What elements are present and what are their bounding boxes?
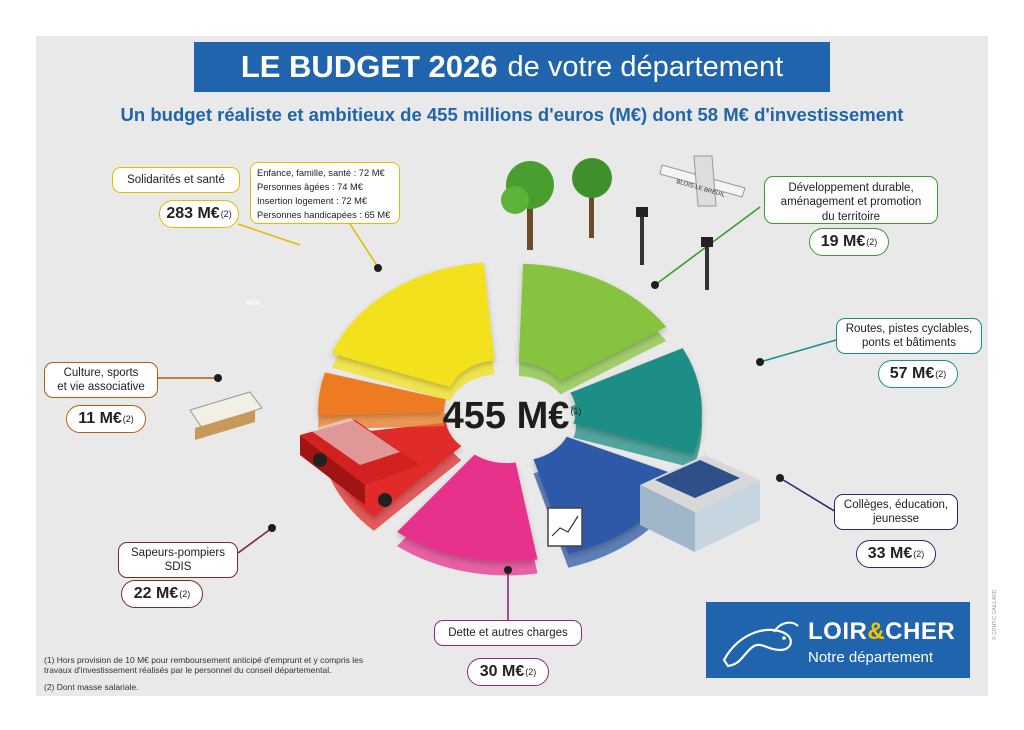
image-credit: © CONTIC GAILLARD bbox=[992, 589, 998, 640]
logo-name-part: CHER bbox=[885, 618, 956, 645]
logo-name: LOIR&CHER bbox=[808, 618, 955, 646]
dot-dette bbox=[504, 566, 512, 574]
value-pompiers-text: 22 M€ bbox=[133, 585, 179, 602]
note-ref: (2) bbox=[866, 237, 878, 247]
dot-culture bbox=[214, 374, 222, 382]
label-line: SDIS bbox=[164, 561, 192, 574]
label-line: Collèges, éducation, bbox=[843, 499, 949, 511]
label-line: du territoire bbox=[821, 210, 881, 223]
footnote-1: (1) Hors provision de 10 M€ pour rembour… bbox=[44, 655, 363, 675]
lamp-post-illustration bbox=[636, 207, 713, 290]
value-routes-text: 57 M€ bbox=[889, 365, 935, 382]
logo-name-part: LOIR bbox=[808, 618, 868, 645]
dot-colleges bbox=[776, 474, 784, 482]
pie-slice bbox=[518, 263, 667, 381]
note-ref: (2) bbox=[179, 589, 191, 599]
label-routes: Routes, pistes cyclables, ponts et bâtim… bbox=[836, 318, 982, 354]
dot-pompiers bbox=[268, 524, 276, 532]
protest-sign-text: PAIX bbox=[246, 301, 260, 307]
pie-slice bbox=[318, 372, 447, 416]
total-value: 455 M€ bbox=[442, 395, 570, 437]
value-culture-text: 11 M€ bbox=[78, 410, 122, 427]
detail-line: Enfance, famille, santé : 72 M€ bbox=[257, 168, 385, 178]
title-bold: LE BUDGET 2026 bbox=[240, 49, 498, 84]
label-solidarites-text: Solidarités et santé bbox=[127, 174, 225, 186]
label-line: Routes, pistes cyclables, bbox=[845, 323, 973, 335]
value-colleges: 33 M€ (2) bbox=[856, 540, 936, 568]
whiteboard-illustration: PAIX bbox=[246, 301, 583, 547]
connector-pompiers bbox=[237, 527, 273, 554]
footnote-1-line: (1) Hors provision de 10 M€ pour rembour… bbox=[44, 655, 364, 665]
label-pompiers: Sapeurs-pompiers SDIS bbox=[118, 542, 238, 578]
salamander-icon bbox=[722, 621, 799, 668]
fire-truck-illustration bbox=[300, 418, 420, 507]
note-ref: (2) bbox=[122, 414, 134, 424]
value-solidarites-text: 283 M€ bbox=[166, 205, 220, 222]
value-dette: 30 M€ (2) bbox=[467, 658, 549, 686]
footnote-1-line: travaux d'investissement réalisés par le… bbox=[44, 665, 332, 676]
loir-et-cher-logo: LOIR&CHER Notre département bbox=[706, 602, 970, 678]
label-line: ponts et bâtiments bbox=[862, 337, 956, 350]
label-line: jeunesse bbox=[872, 513, 920, 526]
label-line: Culture, sports bbox=[63, 367, 139, 379]
pie-slice bbox=[570, 348, 702, 455]
connector-detail bbox=[349, 223, 381, 271]
title-rest: de votre département bbox=[507, 50, 784, 83]
value-dette-text: 30 M€ bbox=[479, 663, 525, 680]
value-colleges-text: 33 M€ bbox=[867, 545, 913, 562]
dot-solidarites bbox=[374, 264, 382, 272]
note-ref: (2) bbox=[913, 549, 925, 559]
label-culture: Culture, sports et vie associative bbox=[44, 362, 158, 398]
value-culture: 11 M€ (2) bbox=[66, 405, 146, 433]
building-illustration bbox=[640, 455, 760, 552]
tree-illustration bbox=[501, 158, 612, 250]
note-ref: (2) bbox=[935, 369, 947, 379]
value-solidarites: 283 M€ (2) bbox=[159, 200, 239, 228]
solidarites-detail-box: Enfance, famille, santé : 72 M€ Personne… bbox=[250, 162, 400, 224]
connector-routes bbox=[759, 339, 837, 363]
pie-slice bbox=[397, 454, 538, 562]
label-line: Développement durable, bbox=[788, 182, 914, 194]
value-developpement: 19 M€ (2) bbox=[809, 228, 889, 256]
pie-slice bbox=[331, 262, 495, 387]
dot-routes bbox=[756, 358, 764, 366]
label-line: aménagement et promotion bbox=[780, 196, 922, 209]
note-ref: (2) bbox=[220, 209, 232, 219]
total-amount: 455 M€(1) bbox=[422, 395, 602, 438]
page-subtitle: Un budget réaliste et ambitieux de 455 m… bbox=[120, 104, 904, 125]
plane-illustration: BLOIS-LE BREUIL bbox=[659, 155, 746, 207]
dot-developpement bbox=[651, 281, 659, 289]
page-title: LE BUDGET 2026 de votre département bbox=[194, 42, 830, 92]
logo-ampersand: & bbox=[867, 618, 886, 645]
note-ref: (2) bbox=[525, 667, 537, 677]
value-developpement-text: 19 M€ bbox=[820, 233, 866, 250]
detail-line: Personnes handicapées : 65 M€ bbox=[257, 209, 391, 220]
connector-colleges bbox=[779, 477, 837, 513]
label-colleges: Collèges, éducation, jeunesse bbox=[834, 494, 958, 530]
detail-line: Insertion logement : 72 M€ bbox=[257, 195, 368, 206]
label-dette-text: Dette et autres charges bbox=[448, 627, 568, 639]
connector-solidarites bbox=[237, 223, 301, 246]
label-line: Sapeurs-pompiers bbox=[131, 547, 225, 559]
books-illustration bbox=[189, 391, 263, 440]
label-line: et vie associative bbox=[57, 381, 145, 394]
detail-line: Personnes âgées : 74 M€ bbox=[257, 181, 363, 192]
value-pompiers: 22 M€ (2) bbox=[121, 580, 203, 608]
total-note: (1) bbox=[570, 406, 582, 417]
label-dette: Dette et autres charges bbox=[434, 620, 582, 646]
logo-tagline: Notre département bbox=[808, 649, 934, 666]
label-solidarites: Solidarités et santé bbox=[112, 167, 240, 193]
value-routes: 57 M€ (2) bbox=[878, 360, 958, 388]
footnote-2: (2) Dont masse salariale. bbox=[44, 682, 139, 692]
label-developpement: Développement durable, aménagement et pr… bbox=[764, 176, 938, 224]
